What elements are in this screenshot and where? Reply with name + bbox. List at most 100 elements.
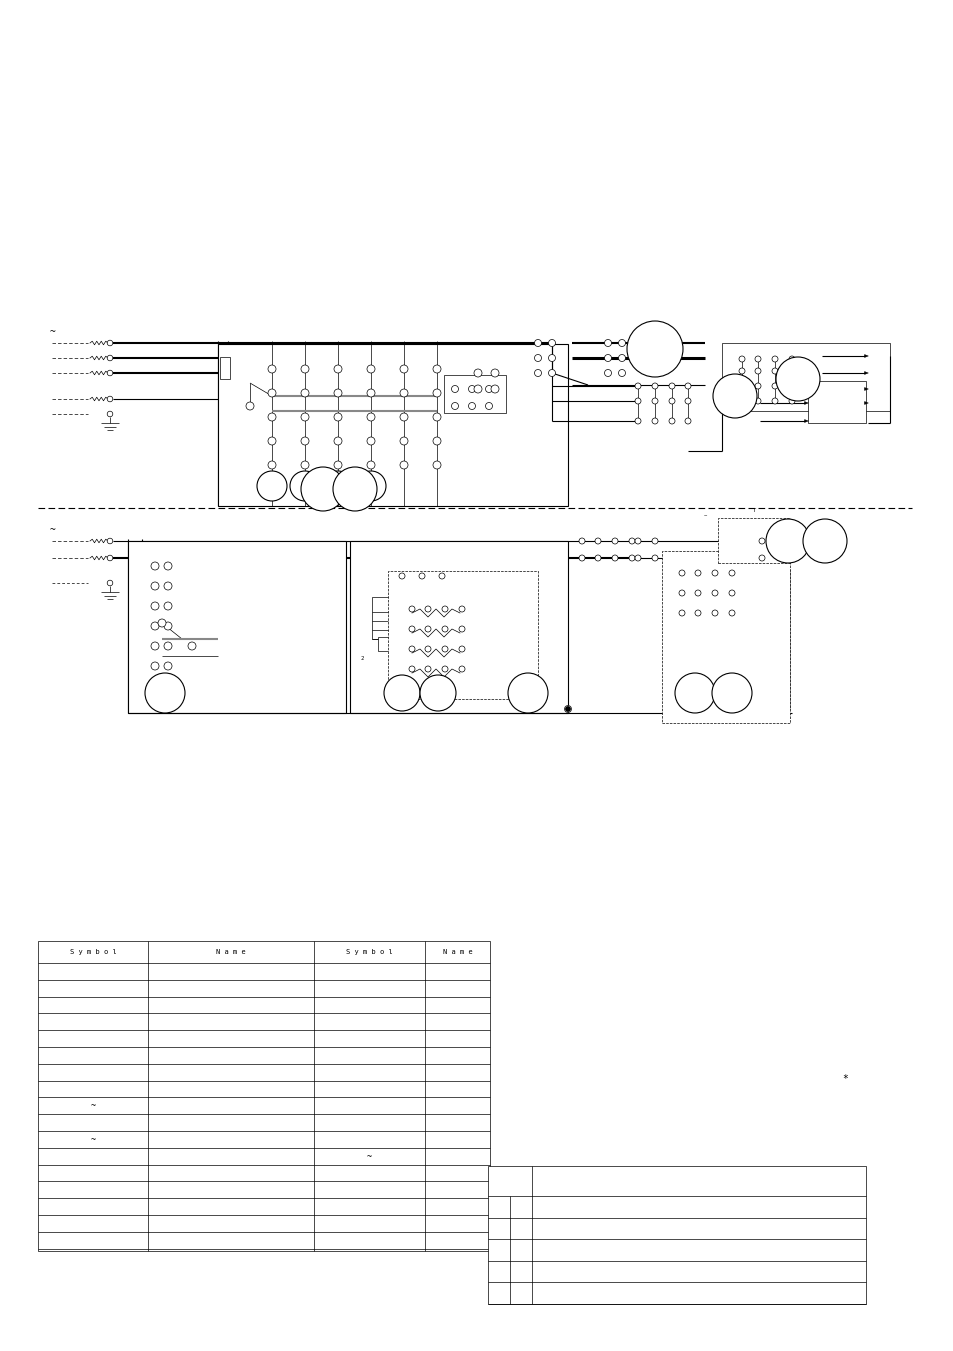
Circle shape (334, 461, 341, 469)
Circle shape (107, 355, 112, 361)
Circle shape (409, 626, 415, 632)
Circle shape (635, 417, 640, 424)
Circle shape (565, 707, 570, 711)
Circle shape (578, 538, 584, 544)
Text: N a m e: N a m e (442, 948, 472, 955)
Circle shape (458, 666, 464, 671)
Bar (218, 345, 567, 507)
Circle shape (188, 642, 195, 650)
Circle shape (355, 471, 386, 501)
Circle shape (441, 666, 448, 671)
Circle shape (367, 365, 375, 373)
Text: ~: ~ (367, 1151, 372, 1161)
Circle shape (164, 562, 172, 570)
Circle shape (441, 646, 448, 653)
Circle shape (474, 369, 481, 377)
Circle shape (754, 382, 760, 389)
Circle shape (728, 611, 734, 616)
Circle shape (164, 603, 172, 611)
Circle shape (628, 555, 635, 561)
Circle shape (612, 555, 618, 561)
Circle shape (458, 607, 464, 612)
Bar (488, 1166, 865, 1304)
Circle shape (635, 399, 640, 404)
Circle shape (754, 399, 760, 404)
Circle shape (754, 367, 760, 374)
Text: ~: ~ (702, 513, 706, 519)
Circle shape (107, 396, 112, 401)
Circle shape (323, 471, 353, 501)
Circle shape (788, 399, 794, 404)
Text: ~: ~ (91, 1101, 95, 1111)
Circle shape (695, 570, 700, 576)
Circle shape (668, 382, 675, 389)
Circle shape (485, 385, 492, 393)
Circle shape (564, 705, 571, 712)
Circle shape (618, 370, 625, 377)
Bar (372, 597, 410, 639)
Circle shape (301, 389, 309, 397)
Circle shape (748, 555, 754, 561)
Circle shape (604, 339, 611, 346)
Circle shape (367, 436, 375, 444)
Circle shape (268, 389, 275, 397)
Circle shape (290, 471, 319, 501)
Circle shape (675, 673, 714, 713)
Circle shape (256, 471, 287, 501)
Circle shape (268, 413, 275, 422)
Circle shape (618, 354, 625, 362)
Circle shape (695, 611, 700, 616)
Circle shape (548, 370, 555, 377)
Circle shape (618, 339, 625, 346)
Circle shape (612, 538, 618, 544)
Circle shape (771, 382, 778, 389)
Circle shape (246, 403, 253, 409)
Circle shape (301, 461, 309, 469)
Circle shape (775, 357, 820, 401)
Circle shape (711, 673, 751, 713)
Circle shape (491, 369, 498, 377)
Circle shape (595, 555, 600, 561)
Circle shape (802, 519, 846, 563)
Circle shape (301, 467, 345, 511)
Circle shape (399, 413, 408, 422)
Circle shape (451, 403, 458, 409)
Circle shape (548, 354, 555, 362)
Circle shape (367, 389, 375, 397)
Circle shape (441, 626, 448, 632)
Circle shape (485, 403, 492, 409)
Bar (721, 343, 889, 411)
Circle shape (771, 399, 778, 404)
Bar (128, 540, 346, 713)
Bar (718, 517, 789, 563)
Circle shape (145, 673, 185, 713)
Circle shape (651, 538, 658, 544)
Circle shape (728, 570, 734, 576)
Circle shape (409, 646, 415, 653)
Circle shape (433, 436, 440, 444)
Circle shape (301, 436, 309, 444)
Circle shape (684, 417, 690, 424)
Circle shape (333, 467, 376, 511)
Circle shape (739, 367, 744, 374)
Circle shape (771, 357, 778, 362)
Circle shape (384, 676, 419, 711)
Circle shape (651, 417, 658, 424)
Circle shape (651, 382, 658, 389)
Circle shape (679, 590, 684, 596)
Circle shape (151, 642, 159, 650)
Circle shape (433, 413, 440, 422)
Circle shape (424, 666, 431, 671)
Circle shape (771, 367, 778, 374)
Circle shape (788, 357, 794, 362)
Circle shape (424, 607, 431, 612)
Circle shape (409, 607, 415, 612)
Circle shape (788, 367, 794, 374)
Circle shape (268, 461, 275, 469)
Circle shape (399, 436, 408, 444)
Bar (132, 559, 144, 581)
Circle shape (268, 436, 275, 444)
Circle shape (433, 389, 440, 397)
Text: ~: ~ (91, 1135, 95, 1144)
Circle shape (433, 365, 440, 373)
